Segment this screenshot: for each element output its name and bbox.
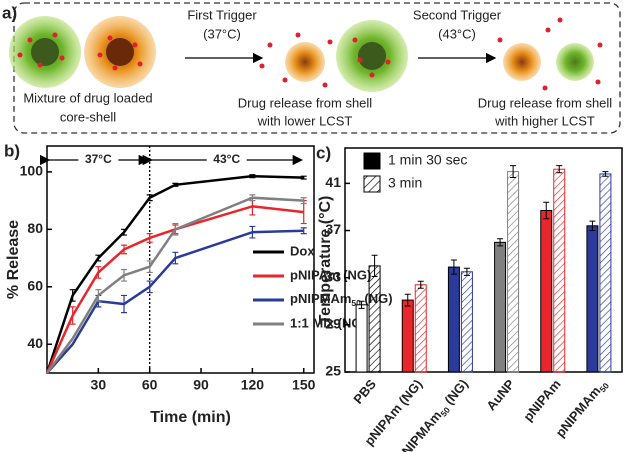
error-bar — [463, 267, 470, 276]
x-tick-label: 150 — [292, 377, 316, 393]
x-tick-label: 30 — [91, 377, 107, 393]
y-tick-label: 37 — [325, 221, 341, 237]
error-bar — [556, 165, 563, 174]
error-bar — [172, 182, 179, 187]
caption: with lower LCST — [257, 113, 353, 128]
bar — [540, 209, 553, 373]
error-bar — [249, 174, 256, 179]
y-tick-label: 60 — [27, 278, 43, 294]
bar — [460, 271, 473, 373]
plot-frame — [46, 145, 315, 374]
y-axis-label: Temperature (°C) — [317, 196, 334, 325]
caption: with higher LCST — [494, 113, 595, 128]
series-line — [46, 229, 304, 374]
trigger: Second Trigger — [413, 7, 502, 22]
y-tick-label: 41 — [325, 174, 341, 190]
error-bar — [249, 225, 256, 239]
label-bg — [78, 152, 119, 168]
series-line — [45, 205, 304, 374]
x-tick-label: pNIPAm — [520, 376, 563, 424]
error-bar — [300, 197, 307, 205]
x-axis-label: Time (min) — [150, 409, 231, 426]
error-bar — [172, 251, 179, 265]
error-bar — [450, 259, 457, 275]
error-bar — [602, 171, 609, 177]
bar — [368, 265, 381, 373]
y-tick-label: 33 — [325, 268, 341, 284]
error-bar — [300, 227, 307, 235]
error-bar — [69, 306, 76, 325]
error-bar — [95, 289, 102, 302]
trigger: First Trigger — [187, 7, 257, 22]
y-tick-label: 80 — [27, 220, 43, 236]
legend-label: 3 min — [388, 175, 422, 191]
panel-label: c) — [316, 143, 331, 162]
error-bar — [404, 293, 411, 307]
bar — [599, 173, 612, 373]
y-tick-label: 100 — [20, 163, 44, 179]
legend-label: 1:1 Mix (NG) — [290, 315, 366, 330]
error-bar — [95, 254, 102, 262]
error-bar — [69, 289, 76, 302]
error-bar — [510, 165, 517, 178]
x-tick-label: 60 — [142, 377, 158, 393]
error-bar — [543, 201, 550, 220]
bar — [494, 241, 507, 373]
error-bar — [146, 260, 153, 274]
error-bar — [121, 294, 128, 314]
y-axis-label: % Release — [5, 220, 22, 299]
region-label: 43°C — [213, 152, 240, 166]
error-bar — [146, 194, 153, 202]
error-bar — [146, 233, 153, 243]
error-bar — [417, 280, 424, 289]
x-tick-label: 90 — [193, 377, 209, 393]
legend-label: 1 min 30 sec — [388, 152, 467, 168]
series-line — [45, 174, 304, 374]
x-tick-label: 120 — [241, 377, 265, 393]
legend-swatch — [363, 152, 381, 170]
caption: Drug release from shell — [238, 95, 372, 110]
bar — [414, 284, 427, 373]
caption: core-shell — [60, 109, 116, 124]
error-bar — [146, 280, 153, 294]
error-bar — [497, 238, 504, 247]
error-bar — [249, 194, 256, 202]
error-bar — [371, 254, 378, 278]
label-bg — [206, 152, 247, 168]
series-line — [45, 196, 304, 374]
error-bar — [300, 175, 307, 180]
error-bar — [121, 268, 128, 282]
panel-label: b) — [4, 141, 20, 160]
bar — [507, 171, 520, 373]
bar — [355, 304, 368, 373]
plot-frame — [344, 147, 623, 373]
y-tick-label: 29 — [325, 316, 341, 332]
caption: Mixture of drug loaded — [23, 90, 152, 105]
bar — [586, 225, 599, 373]
y-tick-label: 25 — [325, 363, 341, 379]
legend-label: Dox — [290, 243, 315, 258]
legend-swatch — [363, 175, 381, 193]
trigger: (37°C) — [203, 26, 241, 41]
bar — [553, 168, 566, 373]
error-bar — [589, 220, 596, 232]
region-label: 37°C — [85, 152, 112, 166]
error-bar — [95, 266, 102, 279]
error-bar — [121, 228, 128, 236]
y-tick-label: 40 — [27, 335, 43, 351]
caption: Drug release from shell — [478, 95, 612, 110]
trigger: (43°C) — [438, 26, 476, 41]
panel-label: a) — [2, 3, 17, 22]
bar — [447, 266, 460, 373]
error-bar — [121, 244, 128, 255]
error-bar — [172, 222, 179, 236]
particles — [9, 16, 603, 92]
error-bar — [358, 300, 365, 309]
x-tick-label: PBS — [350, 376, 379, 406]
legend-label: pNIPAm (NG) — [290, 267, 371, 282]
bar — [401, 299, 414, 373]
x-tick-label: AuNP — [483, 376, 517, 413]
